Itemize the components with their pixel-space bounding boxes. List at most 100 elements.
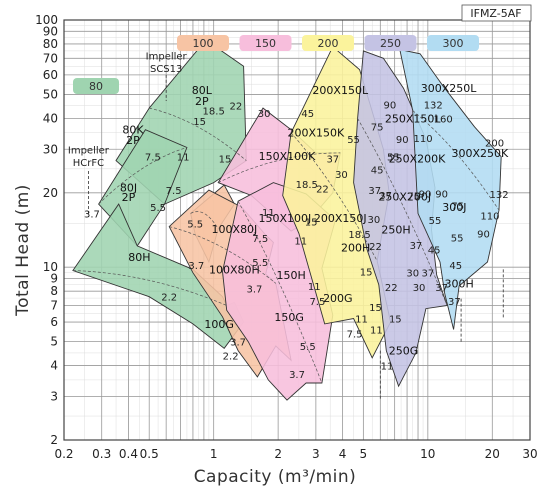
legend-swatch-250	[364, 35, 417, 51]
efficiency-curve	[412, 110, 500, 211]
motor-kw-label: 55	[429, 216, 442, 227]
motor-kw-label: 132	[424, 101, 443, 112]
motor-kw-label: 200	[485, 138, 504, 149]
motor-kw-label: 3.7	[289, 370, 305, 381]
motor-kw-label: 7.5	[252, 234, 268, 245]
motor-kw-label: 45	[371, 165, 384, 176]
legend-label: 250	[380, 37, 401, 50]
motor-kw-label: 37	[448, 297, 461, 308]
impeller-note: SCS13	[150, 64, 182, 75]
curve-label: 300J	[442, 201, 466, 214]
model-code: IFMZ-5AF	[470, 7, 521, 20]
curve-label: 2P	[195, 95, 209, 108]
y-tick-label: 80	[43, 37, 58, 51]
x-tick-label: 30	[522, 447, 537, 461]
impeller-note: Impeller	[68, 145, 110, 156]
motor-kw-label: 90	[477, 229, 490, 240]
motor-kw-label: 18.5	[296, 180, 318, 191]
motor-kw-label: 132	[489, 190, 508, 201]
motor-kw-label: 45	[449, 261, 462, 272]
motor-kw-label: 37	[435, 283, 448, 294]
legend-label: 300	[443, 37, 464, 50]
x-tick-label: 2	[274, 447, 282, 461]
motor-kw-label: 3.7	[230, 338, 246, 349]
motor-kw-label: 7.5	[309, 297, 325, 308]
motor-kw-label: 160	[434, 114, 453, 125]
legend-swatch-300	[427, 35, 479, 51]
y-tick-label: 70	[43, 51, 58, 65]
legend-swatch-150	[239, 35, 292, 51]
motor-kw-label: 30	[335, 170, 348, 181]
x-tick-label: 1	[210, 447, 218, 461]
motor-kw-label: 3.7	[84, 209, 100, 220]
curve-label: 150X100K	[259, 150, 317, 163]
y-tick-label: 4	[50, 359, 58, 373]
x-tick-label: 5	[360, 447, 368, 461]
y-tick-label: 30	[43, 142, 58, 156]
x-tick-label: 0.5	[140, 447, 159, 461]
efficiency-curve	[149, 107, 247, 161]
curve-label: 200X150K	[287, 127, 345, 140]
y-tick-label: 40	[43, 111, 58, 125]
curve-labels: 80L2P80K2P80J2P80H100X80J100X80H100G150X…	[68, 51, 509, 381]
motor-kw-label: 11	[308, 282, 321, 293]
motor-kw-label: 75	[451, 201, 464, 212]
motor-kw-label: 5.5	[300, 342, 316, 353]
motor-kw-label: 90	[384, 101, 397, 112]
y-tick-label: 9	[50, 272, 58, 286]
efficiency-curve	[218, 152, 341, 183]
motor-kw-label: 110	[480, 211, 499, 222]
y-tick-label: 3	[50, 389, 58, 403]
curve-label: 200G	[323, 292, 353, 305]
legend-label: 150	[255, 37, 276, 50]
motor-kw-label: 5.5	[150, 203, 166, 214]
motor-kw-label: 55	[387, 153, 400, 164]
y-tick-label: 10	[43, 260, 58, 274]
legend-swatch-100	[177, 35, 229, 51]
curve-label: 150H	[277, 269, 306, 282]
y-tick-label: 6	[50, 315, 58, 329]
motor-kw-label: 2.2	[161, 293, 177, 304]
curve-label: 100X80H	[209, 263, 260, 276]
curve-label: 200X150L	[312, 84, 369, 97]
curve-label: 300H	[444, 277, 473, 290]
y-tick-label: 20	[43, 186, 58, 200]
motor-kw-label: 11	[177, 153, 190, 164]
x-axis-title: Capacity (m³/min)	[194, 467, 357, 487]
x-tick-label: 3	[312, 447, 320, 461]
motor-kw-label: 30	[413, 283, 426, 294]
y-tick-label: 5	[50, 335, 58, 349]
curve-label: 250X200K	[389, 153, 447, 166]
curve-label: 200H	[341, 242, 370, 255]
motor-kw-label: 75	[407, 192, 420, 203]
motor-kw-label: 7.5	[166, 186, 182, 197]
efficiency-curve	[357, 118, 448, 306]
legend-label: 100	[193, 37, 214, 50]
motor-kw-label: 18.5	[203, 107, 225, 118]
y-tick-label: 7	[50, 299, 58, 313]
motor-kw-label: 18.5	[348, 230, 370, 241]
motor-kw-label: 11	[381, 362, 394, 373]
motor-kw-label: 90	[419, 189, 432, 200]
motor-kw-label: 75	[371, 123, 384, 134]
motor-kw-label: 45	[428, 245, 441, 256]
x-tick-label: 0.3	[92, 447, 111, 461]
motor-kw-label: 37	[379, 191, 392, 202]
curve-label: 150X100J	[258, 212, 311, 225]
motor-kw-label: 15	[193, 117, 206, 128]
curve-label: 80J	[120, 182, 137, 195]
y-axis-title: Total Head (m)	[13, 184, 33, 317]
motor-kw-label: 30	[368, 215, 381, 226]
y-tick-label: 50	[43, 87, 58, 101]
motor-kw-label: 5.5	[187, 220, 203, 231]
y-tick-label: 90	[43, 24, 58, 38]
motor-kw-label: 15	[389, 315, 402, 326]
motor-kw-label: 15	[369, 303, 382, 314]
y-tick-label: 8	[50, 284, 58, 298]
motor-kw-label: 37	[410, 241, 423, 252]
motor-kw-label: 90	[396, 135, 409, 146]
efficiency-curve	[290, 132, 378, 262]
motor-kw-label: 37	[368, 186, 381, 197]
motor-kw-label: 22	[230, 102, 243, 113]
